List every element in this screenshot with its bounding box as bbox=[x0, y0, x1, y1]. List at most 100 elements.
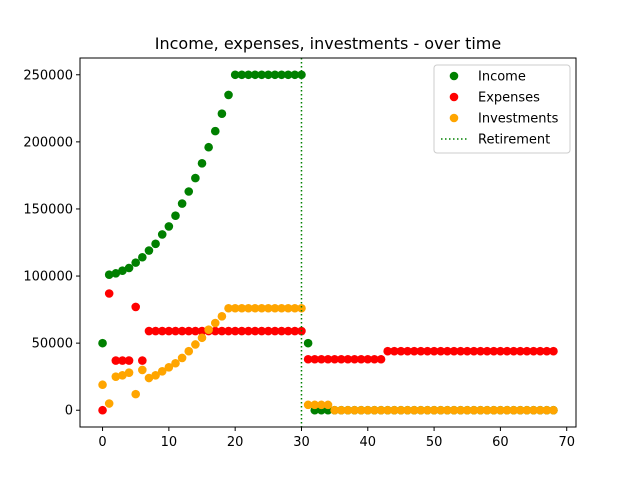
point-income bbox=[164, 222, 174, 231]
point-income bbox=[224, 90, 233, 100]
y-tick-label: 50000 bbox=[32, 337, 73, 352]
legend-marker-income bbox=[449, 71, 459, 81]
x-tick-label: 60 bbox=[492, 435, 509, 450]
point-investments bbox=[171, 358, 180, 368]
point-income bbox=[217, 109, 227, 118]
plot-frame bbox=[79, 57, 577, 428]
point-income bbox=[303, 338, 313, 348]
point-investments bbox=[370, 405, 379, 415]
point-investments bbox=[482, 405, 492, 415]
point-expenses bbox=[449, 346, 459, 356]
point-expenses bbox=[244, 326, 253, 336]
point-investments bbox=[509, 405, 518, 415]
point-investments bbox=[124, 368, 134, 377]
point-investments bbox=[390, 405, 399, 415]
point-investments bbox=[403, 405, 412, 415]
point-investments bbox=[443, 405, 452, 415]
point-income bbox=[131, 258, 140, 267]
point-investments bbox=[310, 400, 320, 410]
plot-marks bbox=[98, 58, 558, 427]
point-expenses bbox=[383, 346, 392, 356]
point-expenses bbox=[482, 346, 492, 356]
point-expenses bbox=[264, 326, 273, 336]
point-investments bbox=[317, 400, 326, 410]
point-investments bbox=[303, 400, 313, 410]
point-investments bbox=[356, 405, 366, 415]
point-investments bbox=[396, 405, 406, 415]
point-investments bbox=[516, 405, 525, 415]
point-investments bbox=[290, 303, 300, 313]
point-income bbox=[237, 70, 247, 80]
point-investments bbox=[549, 405, 558, 415]
point-income bbox=[144, 246, 154, 255]
point-investments bbox=[244, 303, 253, 313]
point-investments bbox=[138, 365, 147, 375]
point-income bbox=[210, 126, 220, 136]
point-investments bbox=[343, 405, 353, 415]
point-investments bbox=[409, 405, 419, 415]
point-expenses bbox=[350, 354, 359, 364]
point-expenses bbox=[542, 346, 552, 356]
point-expenses bbox=[224, 326, 233, 336]
y-tick-label: 150000 bbox=[23, 202, 73, 217]
point-expenses bbox=[317, 354, 326, 364]
point-expenses bbox=[290, 326, 300, 336]
point-expenses bbox=[237, 326, 247, 336]
point-expenses bbox=[111, 356, 121, 365]
point-income bbox=[171, 211, 180, 220]
point-expenses bbox=[138, 356, 147, 365]
point-expenses bbox=[210, 326, 220, 336]
point-income bbox=[98, 338, 107, 348]
chart-title: Income, expenses, investments - over tim… bbox=[155, 34, 501, 53]
point-investments bbox=[283, 303, 293, 313]
point-expenses bbox=[456, 346, 465, 356]
point-expenses bbox=[429, 346, 439, 356]
point-investments bbox=[496, 405, 505, 415]
point-investments bbox=[144, 373, 154, 383]
point-investments bbox=[184, 346, 194, 356]
point-investments bbox=[237, 303, 247, 313]
point-investments bbox=[277, 303, 286, 313]
point-investments bbox=[111, 372, 121, 381]
point-investments bbox=[449, 405, 459, 415]
point-income bbox=[204, 142, 213, 152]
point-income bbox=[191, 173, 200, 183]
point-investments bbox=[264, 303, 273, 313]
point-expenses bbox=[443, 346, 452, 356]
point-investments bbox=[376, 405, 386, 415]
point-income bbox=[111, 269, 121, 278]
legend-label-income: Income bbox=[478, 70, 526, 85]
point-expenses bbox=[403, 346, 412, 356]
point-income bbox=[270, 70, 280, 80]
point-income bbox=[138, 252, 147, 262]
point-expenses bbox=[516, 346, 525, 356]
x-tick-label: 70 bbox=[558, 435, 575, 450]
series-expenses bbox=[98, 289, 558, 415]
point-investments bbox=[476, 405, 485, 415]
point-expenses bbox=[171, 326, 180, 336]
legend-label-retirement: Retirement bbox=[478, 133, 550, 148]
legend-marker-investments bbox=[449, 113, 459, 123]
point-income bbox=[230, 70, 240, 80]
point-expenses bbox=[476, 346, 485, 356]
x-tick-label: 30 bbox=[293, 435, 310, 450]
point-income bbox=[277, 70, 286, 80]
point-investments bbox=[270, 303, 280, 313]
point-expenses bbox=[363, 354, 373, 364]
point-investments bbox=[98, 380, 107, 390]
point-expenses bbox=[436, 346, 446, 356]
point-expenses bbox=[310, 354, 320, 364]
point-expenses bbox=[356, 354, 366, 364]
point-investments bbox=[257, 303, 266, 313]
point-investments bbox=[416, 405, 426, 415]
y-axis: 0 50000 100000 150000 200000 250000 bbox=[23, 68, 80, 419]
point-expenses bbox=[144, 326, 154, 336]
point-investments bbox=[502, 405, 512, 415]
point-investments bbox=[522, 405, 532, 415]
point-expenses bbox=[177, 326, 187, 336]
point-expenses bbox=[250, 326, 260, 336]
point-investments bbox=[363, 405, 373, 415]
point-expenses bbox=[370, 354, 379, 364]
point-expenses bbox=[423, 346, 432, 356]
point-investments bbox=[297, 303, 306, 313]
